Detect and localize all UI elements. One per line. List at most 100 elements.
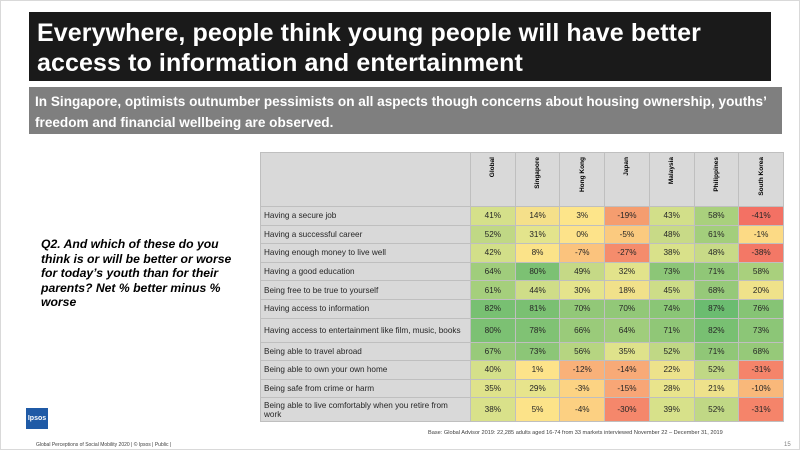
- value-cell: 82%: [693, 317, 740, 343]
- value-cell: -1%: [738, 224, 784, 245]
- value-cell: -30%: [604, 397, 650, 423]
- value-cell: 82%: [470, 298, 516, 319]
- value-cell: 3%: [559, 206, 606, 226]
- table-row: Having enough money to live well 42% 8% -7%…: [260, 243, 784, 263]
- results-table: Global Singapore Hong Kong Japan Malaysia Phi…: [260, 152, 784, 423]
- column-header-label: Singapore: [534, 157, 542, 189]
- table-row: Having access to entertainment like film…: [260, 317, 784, 343]
- logo-text: Ipsos: [27, 415, 47, 422]
- table-row: Being able to live comfortably when you …: [260, 397, 784, 423]
- row-label: Having a secure job: [260, 206, 471, 226]
- value-cell: 28%: [648, 378, 695, 399]
- value-cell: 71%: [648, 317, 695, 343]
- value-cell: 56%: [559, 341, 606, 362]
- base-note: Base: Global Advisor 2019: 22,285 adults…: [428, 430, 723, 436]
- value-cell: 49%: [559, 261, 606, 282]
- value-cell: 64%: [604, 317, 650, 343]
- value-cell: 0%: [559, 224, 606, 245]
- value-cell: 5%: [514, 397, 561, 423]
- value-cell: 70%: [604, 298, 650, 319]
- table-row: Having a good education 64% 80% 49% 32% 73% 71…: [260, 261, 784, 282]
- value-cell: 21%: [693, 378, 740, 399]
- value-cell: 35%: [470, 378, 516, 399]
- value-cell: 42%: [470, 243, 516, 263]
- value-cell: 64%: [470, 261, 516, 282]
- value-cell: 41%: [470, 206, 516, 226]
- value-cell: 32%: [604, 261, 650, 282]
- value-cell: 38%: [648, 243, 695, 263]
- value-cell: -5%: [604, 224, 650, 245]
- subtitle-banner: In Singapore, optimists outnumber pessim…: [29, 87, 782, 134]
- value-cell: 80%: [514, 261, 561, 282]
- column-header-label: Japan: [623, 157, 631, 176]
- value-cell: 71%: [693, 341, 740, 362]
- row-label: Being able to travel abroad: [260, 341, 471, 362]
- value-cell: 73%: [648, 261, 695, 282]
- value-cell: 30%: [559, 280, 606, 300]
- value-cell: 73%: [514, 341, 561, 362]
- value-cell: 67%: [470, 341, 516, 362]
- value-cell: 29%: [514, 378, 561, 399]
- value-cell: 74%: [648, 298, 695, 319]
- row-label: Being free to be true to yourself: [260, 280, 471, 300]
- column-header-label: Malaysia: [668, 157, 676, 185]
- value-cell: -3%: [559, 378, 606, 399]
- row-label: Being able to own your own home: [260, 360, 471, 380]
- value-cell: -7%: [559, 243, 606, 263]
- value-cell: 18%: [604, 280, 650, 300]
- row-label: Having a good education: [260, 261, 471, 282]
- value-cell: 80%: [470, 317, 516, 343]
- value-cell: 87%: [693, 298, 740, 319]
- column-header: Malaysia: [648, 152, 695, 207]
- value-cell: 43%: [648, 206, 695, 226]
- table-row: Having access to information 82% 81% 70% 70%…: [260, 298, 784, 319]
- column-header: Japan: [604, 152, 650, 207]
- column-header-label: Global: [489, 157, 497, 178]
- question-text: Q2. And which of these do you think is o…: [41, 237, 232, 309]
- table-row: Having a successful career 52% 31% 0% -5% 48%…: [260, 224, 784, 245]
- value-cell: 44%: [514, 280, 561, 300]
- row-label: Being safe from crime or harm: [260, 378, 471, 399]
- value-cell: -15%: [604, 378, 650, 399]
- value-cell: 70%: [559, 298, 606, 319]
- value-cell: 68%: [738, 341, 784, 362]
- value-cell: -41%: [738, 206, 784, 226]
- value-cell: 76%: [738, 298, 784, 319]
- column-header-label: South Korea: [757, 157, 765, 196]
- row-label: Having access to entertainment like film…: [260, 317, 471, 343]
- table-row: Being free to be true to yourself 61% 44% 3…: [260, 280, 784, 300]
- value-cell: 58%: [693, 206, 740, 226]
- value-cell: 1%: [514, 360, 561, 380]
- value-cell: -10%: [738, 378, 784, 399]
- title-banner: Everywhere, people think young people wi…: [29, 12, 771, 81]
- value-cell: -27%: [604, 243, 650, 263]
- column-header: Global: [470, 152, 516, 207]
- subtitle: In Singapore, optimists outnumber pessim…: [35, 94, 767, 130]
- table-row: Having a secure job 41% 14% 3% -19% 43% 58% -41…: [260, 206, 784, 226]
- value-cell: 14%: [514, 206, 561, 226]
- value-cell: 52%: [470, 224, 516, 245]
- value-cell: 66%: [559, 317, 606, 343]
- value-cell: 40%: [470, 360, 516, 380]
- row-label: Having access to information: [260, 298, 471, 319]
- column-header-label: Philippines: [712, 157, 720, 192]
- row-label: Having a successful career: [260, 224, 471, 245]
- column-header-label: Hong Kong: [578, 157, 586, 193]
- value-cell: 31%: [514, 224, 561, 245]
- value-cell: 8%: [514, 243, 561, 263]
- table-header-row: Global Singapore Hong Kong Japan Malaysia Phi…: [260, 152, 784, 207]
- page-number: 15: [784, 442, 791, 448]
- value-cell: 52%: [693, 360, 740, 380]
- table-body: Having a secure job 41% 14% 3% -19% 43% 58% -41…: [260, 206, 784, 423]
- column-header: Philippines: [693, 152, 740, 207]
- value-cell: -4%: [559, 397, 606, 423]
- value-cell: -38%: [738, 243, 784, 263]
- value-cell: 39%: [648, 397, 695, 423]
- value-cell: -19%: [604, 206, 650, 226]
- value-cell: 61%: [470, 280, 516, 300]
- value-cell: 45%: [648, 280, 695, 300]
- value-cell: 38%: [470, 397, 516, 423]
- table-corner: [260, 152, 471, 207]
- table-row: Being able to own your own home 40% 1% -12%…: [260, 360, 784, 380]
